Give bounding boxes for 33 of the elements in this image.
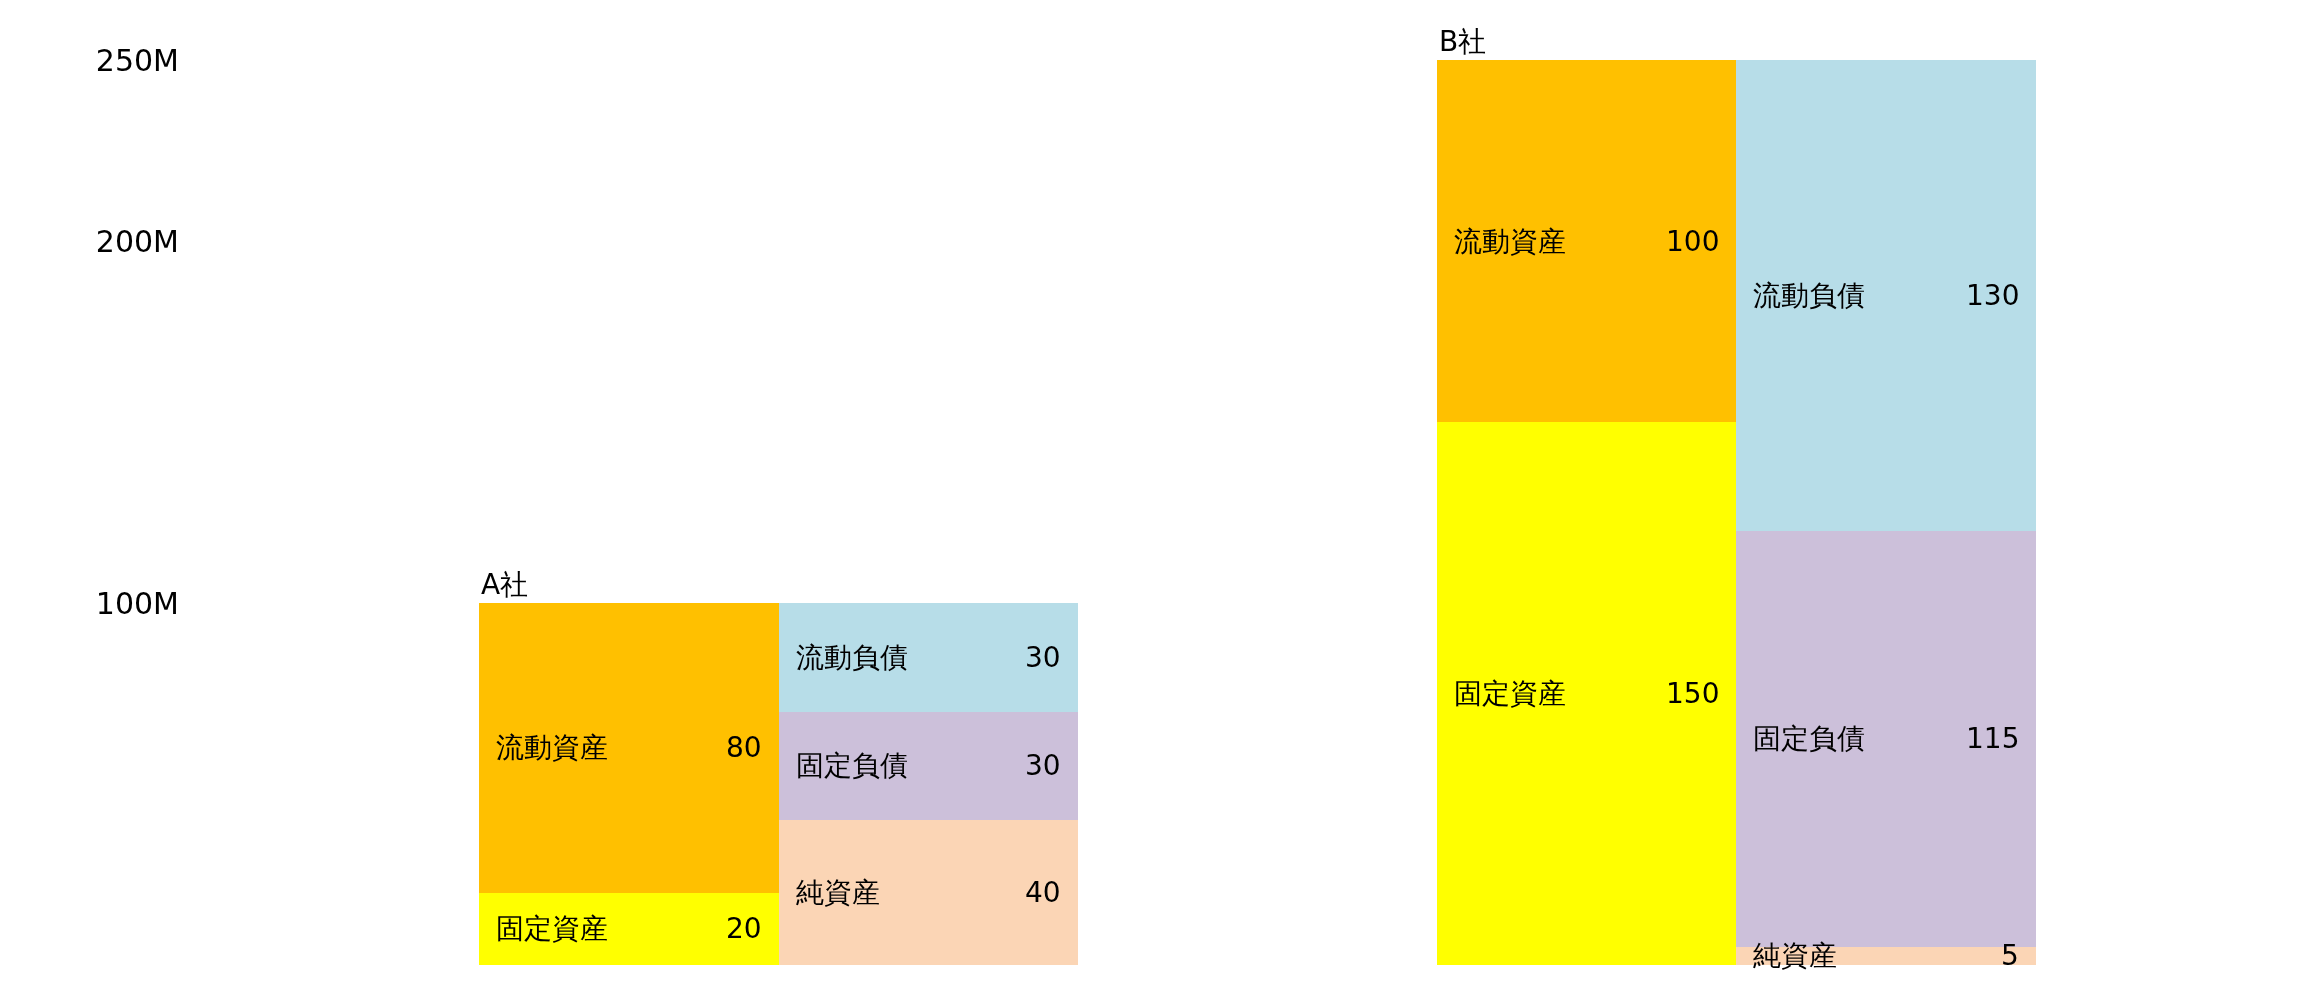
data-label: 100 — [1666, 225, 1720, 258]
data-label: 130 — [1966, 279, 2020, 312]
text: 流動負債 — [1753, 279, 1865, 312]
text: 固定負債 — [1753, 722, 1865, 755]
x-tick-label: A社 — [481, 568, 529, 601]
bar — [779, 820, 1078, 965]
data-label: 30 — [1025, 641, 1061, 674]
bar — [1437, 60, 1736, 422]
bar — [779, 712, 1078, 820]
data-label: 20 — [726, 912, 762, 945]
data-label: 80 — [726, 731, 762, 764]
bar — [479, 893, 779, 965]
y-tick-label: 250M — [95, 42, 179, 78]
y-tick-label: 100M — [95, 585, 179, 621]
series-label: 流動資産 — [496, 731, 608, 764]
bar — [779, 603, 1078, 712]
bar — [1736, 60, 2036, 531]
series-label: 流動負債 — [796, 641, 908, 674]
series-label: 固定負債 — [796, 749, 908, 782]
data-label: 40 — [1025, 876, 1061, 909]
x-tick-label: B社 — [1439, 25, 1487, 58]
text: 固定資産 — [1454, 677, 1566, 710]
series-label: 固定資産 — [496, 912, 608, 945]
data-label: 5 — [2001, 939, 2019, 972]
y-tick-label: 200M — [95, 223, 179, 259]
data-label: 30 — [1025, 749, 1061, 782]
data-label: 150 — [1666, 677, 1720, 710]
series-label: 純資産 — [1753, 939, 1837, 972]
bar — [1437, 422, 1736, 965]
text: 純資産 — [796, 876, 880, 909]
bar — [479, 603, 779, 893]
text: 流動資産 — [1454, 225, 1566, 258]
data-label: 115 — [1966, 722, 2020, 755]
